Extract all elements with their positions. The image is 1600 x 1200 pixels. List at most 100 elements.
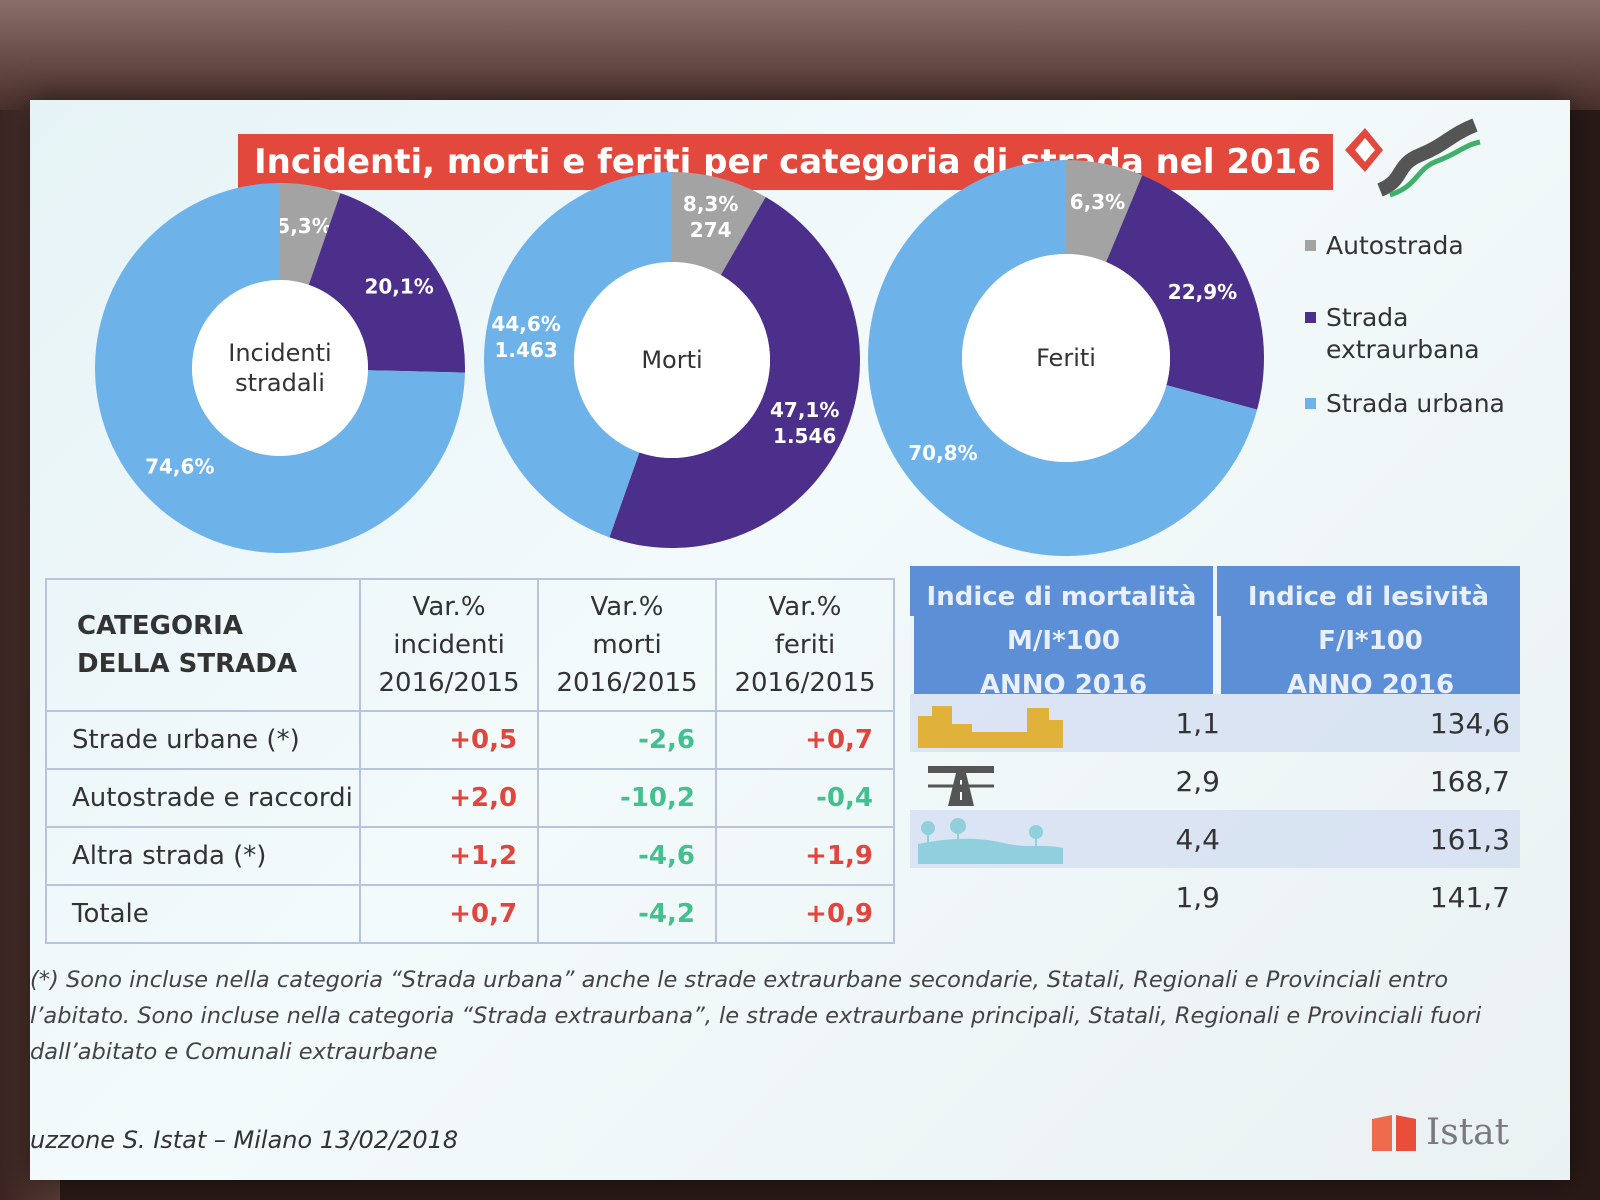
cell-mortalita: 2,9: [1175, 764, 1220, 798]
index-table-body: 1,1 134,6 2,9 168,7: [910, 694, 1520, 926]
donut-0-title: Incidenti: [228, 339, 331, 367]
donut-1-slice-2: [483, 171, 672, 538]
table-row: 4,4 161,3: [910, 810, 1520, 868]
donut-1-hole: [574, 262, 770, 458]
table-row: 1,9 141,7: [910, 868, 1520, 926]
table-row: Totale +0,7 -4,2 +0,9: [44, 884, 895, 944]
donut-0-slice-0: [280, 183, 341, 285]
donut-0-label-1: 20,1%: [364, 274, 433, 298]
cell-mortalita: 1,1: [1175, 706, 1220, 740]
donut-1-label-0: 8,3%: [683, 192, 738, 216]
cell-morti: -4,2: [537, 884, 717, 944]
row-name: Altra strada (*): [44, 826, 362, 886]
donut-2-label-1: 22,9%: [1168, 280, 1237, 304]
donut-0-slice-2: [95, 183, 465, 553]
istat-wordmark: Istat: [1426, 1112, 1510, 1153]
donut-1-sublabel-2: 1.463: [494, 338, 557, 362]
index-table-header: Indice di mortalità M/I*100 ANNO 2016 In…: [910, 566, 1520, 704]
header-period: 2016/2015: [734, 668, 876, 698]
donut-0-title: stradali: [235, 369, 325, 397]
cell-lesivita: 134,6: [1429, 706, 1510, 740]
table-row: Autostrade e raccordi +2,0 -10,2 -0,4: [44, 768, 895, 828]
donut-2-label-2: 70,8%: [908, 441, 977, 465]
header-mortalita-line2: M/I*100: [910, 616, 1213, 660]
variation-table: CATEGORIA DELLA STRADA Var.% incidenti 2…: [44, 578, 895, 944]
cell-incidenti: +2,0: [359, 768, 540, 828]
row-name: Totale: [44, 884, 362, 944]
donut-1-slice-0: [672, 172, 766, 276]
header-lesivita-line2: F/I*100: [1217, 616, 1520, 660]
legend-swatch-autostrada: [1305, 240, 1316, 251]
header-label: incidenti: [393, 630, 505, 660]
donut-0-slice-1: [308, 193, 465, 373]
header-cat-line1: CATEGORIA: [77, 611, 243, 641]
istat-mark-icon: [1372, 1114, 1416, 1151]
slide-title: Incidenti, morti e feriti per categoria …: [238, 134, 1333, 190]
header-label: feriti: [774, 630, 836, 660]
donut-1-slice-1: [609, 196, 860, 549]
table-row: 2,9 168,7: [910, 752, 1520, 810]
donut-1-sublabel-0: 274: [690, 218, 732, 242]
cell-morti: -4,6: [537, 826, 717, 886]
legend-label: Strada urbana: [1326, 389, 1505, 418]
header-incidenti: Var.% incidenti 2016/2015: [359, 578, 540, 712]
table-row: Strade urbane (*) +0,5 -2,6 +0,7: [44, 710, 895, 770]
header-cat-line2: DELLA STRADA: [77, 649, 297, 679]
donut-2-hole: [962, 254, 1170, 462]
header-period: 2016/2015: [556, 668, 698, 698]
header-feriti: Var.% feriti 2016/2015: [715, 578, 895, 712]
header-lesivita: Indice di lesività F/I*100 ANNO 2016: [1213, 566, 1520, 704]
city-skyline-icon: [918, 706, 1063, 748]
legend-swatch-urbana: [1305, 398, 1316, 409]
donut-1-sublabel-1: 1.546: [773, 424, 836, 448]
legend-item-urbana: Strada urbana: [1305, 388, 1526, 420]
header-mortalita: Indice di mortalità M/I*100 ANNO 2016: [910, 566, 1213, 704]
table-row: Altra strada (*) +1,2 -4,6 +1,9: [44, 826, 895, 886]
cell-morti: -10,2: [537, 768, 717, 828]
cell-lesivita: 168,7: [1429, 764, 1510, 798]
credit-line: uzzone S. Istat – Milano 13/02/2018: [30, 1126, 459, 1154]
donut-0-hole: [192, 280, 368, 456]
donut-2-slice-2: [868, 160, 1258, 556]
legend-item-autostrada: Autostrada: [1305, 230, 1526, 262]
countryside-icon: [918, 818, 1063, 864]
cell-morti: -2,6: [537, 710, 717, 770]
legend-label: Autostrada: [1326, 231, 1464, 260]
donut-2-title: Feriti: [1036, 344, 1096, 372]
chart-legend: Autostrada Strada extraurbana Strada urb…: [1305, 230, 1526, 442]
header-var: Var.%: [412, 592, 486, 622]
header-morti: Var.% morti 2016/2015: [537, 578, 717, 712]
cell-incidenti: +1,2: [359, 826, 540, 886]
donut-2-slice-1: [1106, 175, 1264, 410]
istat-logo: Istat: [1370, 1112, 1509, 1153]
row-name: Strade urbane (*): [44, 710, 362, 770]
cell-mortalita: 1,9: [1175, 880, 1220, 914]
donut-1-title: Morti: [641, 346, 702, 374]
cell-incidenti: +0,5: [359, 710, 540, 770]
donut-2-label-0: 6,3%: [1070, 190, 1125, 214]
donut-0-label-0: 5,3%: [276, 214, 331, 238]
header-mortalita-line1: Indice di mortalità: [926, 582, 1197, 612]
header-var: Var.%: [590, 592, 664, 622]
road-logo-icon: [1345, 118, 1481, 198]
cell-incidenti: +0,7: [359, 884, 540, 944]
table-header-row: CATEGORIA DELLA STRADA Var.% incidenti 2…: [44, 578, 895, 712]
table-row: 1,1 134,6: [910, 694, 1520, 752]
donut-1-label-1: 47,1%: [770, 398, 839, 422]
legend-swatch-extraurbana: [1305, 312, 1316, 323]
cell-feriti: +1,9: [715, 826, 895, 886]
cell-lesivita: 141,7: [1429, 880, 1510, 914]
room-ceiling: [0, 0, 1600, 110]
projection-screen: Incidenti, morti e feriti per categoria …: [30, 100, 1570, 1180]
footnote: (*) Sono incluse nella categoria “Strada…: [30, 967, 1482, 1065]
header-label: morti: [592, 630, 662, 660]
donut-0-label-2: 74,6%: [145, 455, 214, 479]
cell-feriti: +0,9: [715, 884, 895, 944]
header-lesivita-line1: Indice di lesività: [1247, 582, 1490, 612]
donut-1-label-2: 44,6%: [491, 312, 560, 336]
header-categoria: CATEGORIA DELLA STRADA: [44, 578, 362, 712]
header-var: Var.%: [768, 592, 842, 622]
legend-item-extraurbana: Strada extraurbana: [1305, 302, 1526, 366]
cell-feriti: -0,4: [715, 768, 895, 828]
